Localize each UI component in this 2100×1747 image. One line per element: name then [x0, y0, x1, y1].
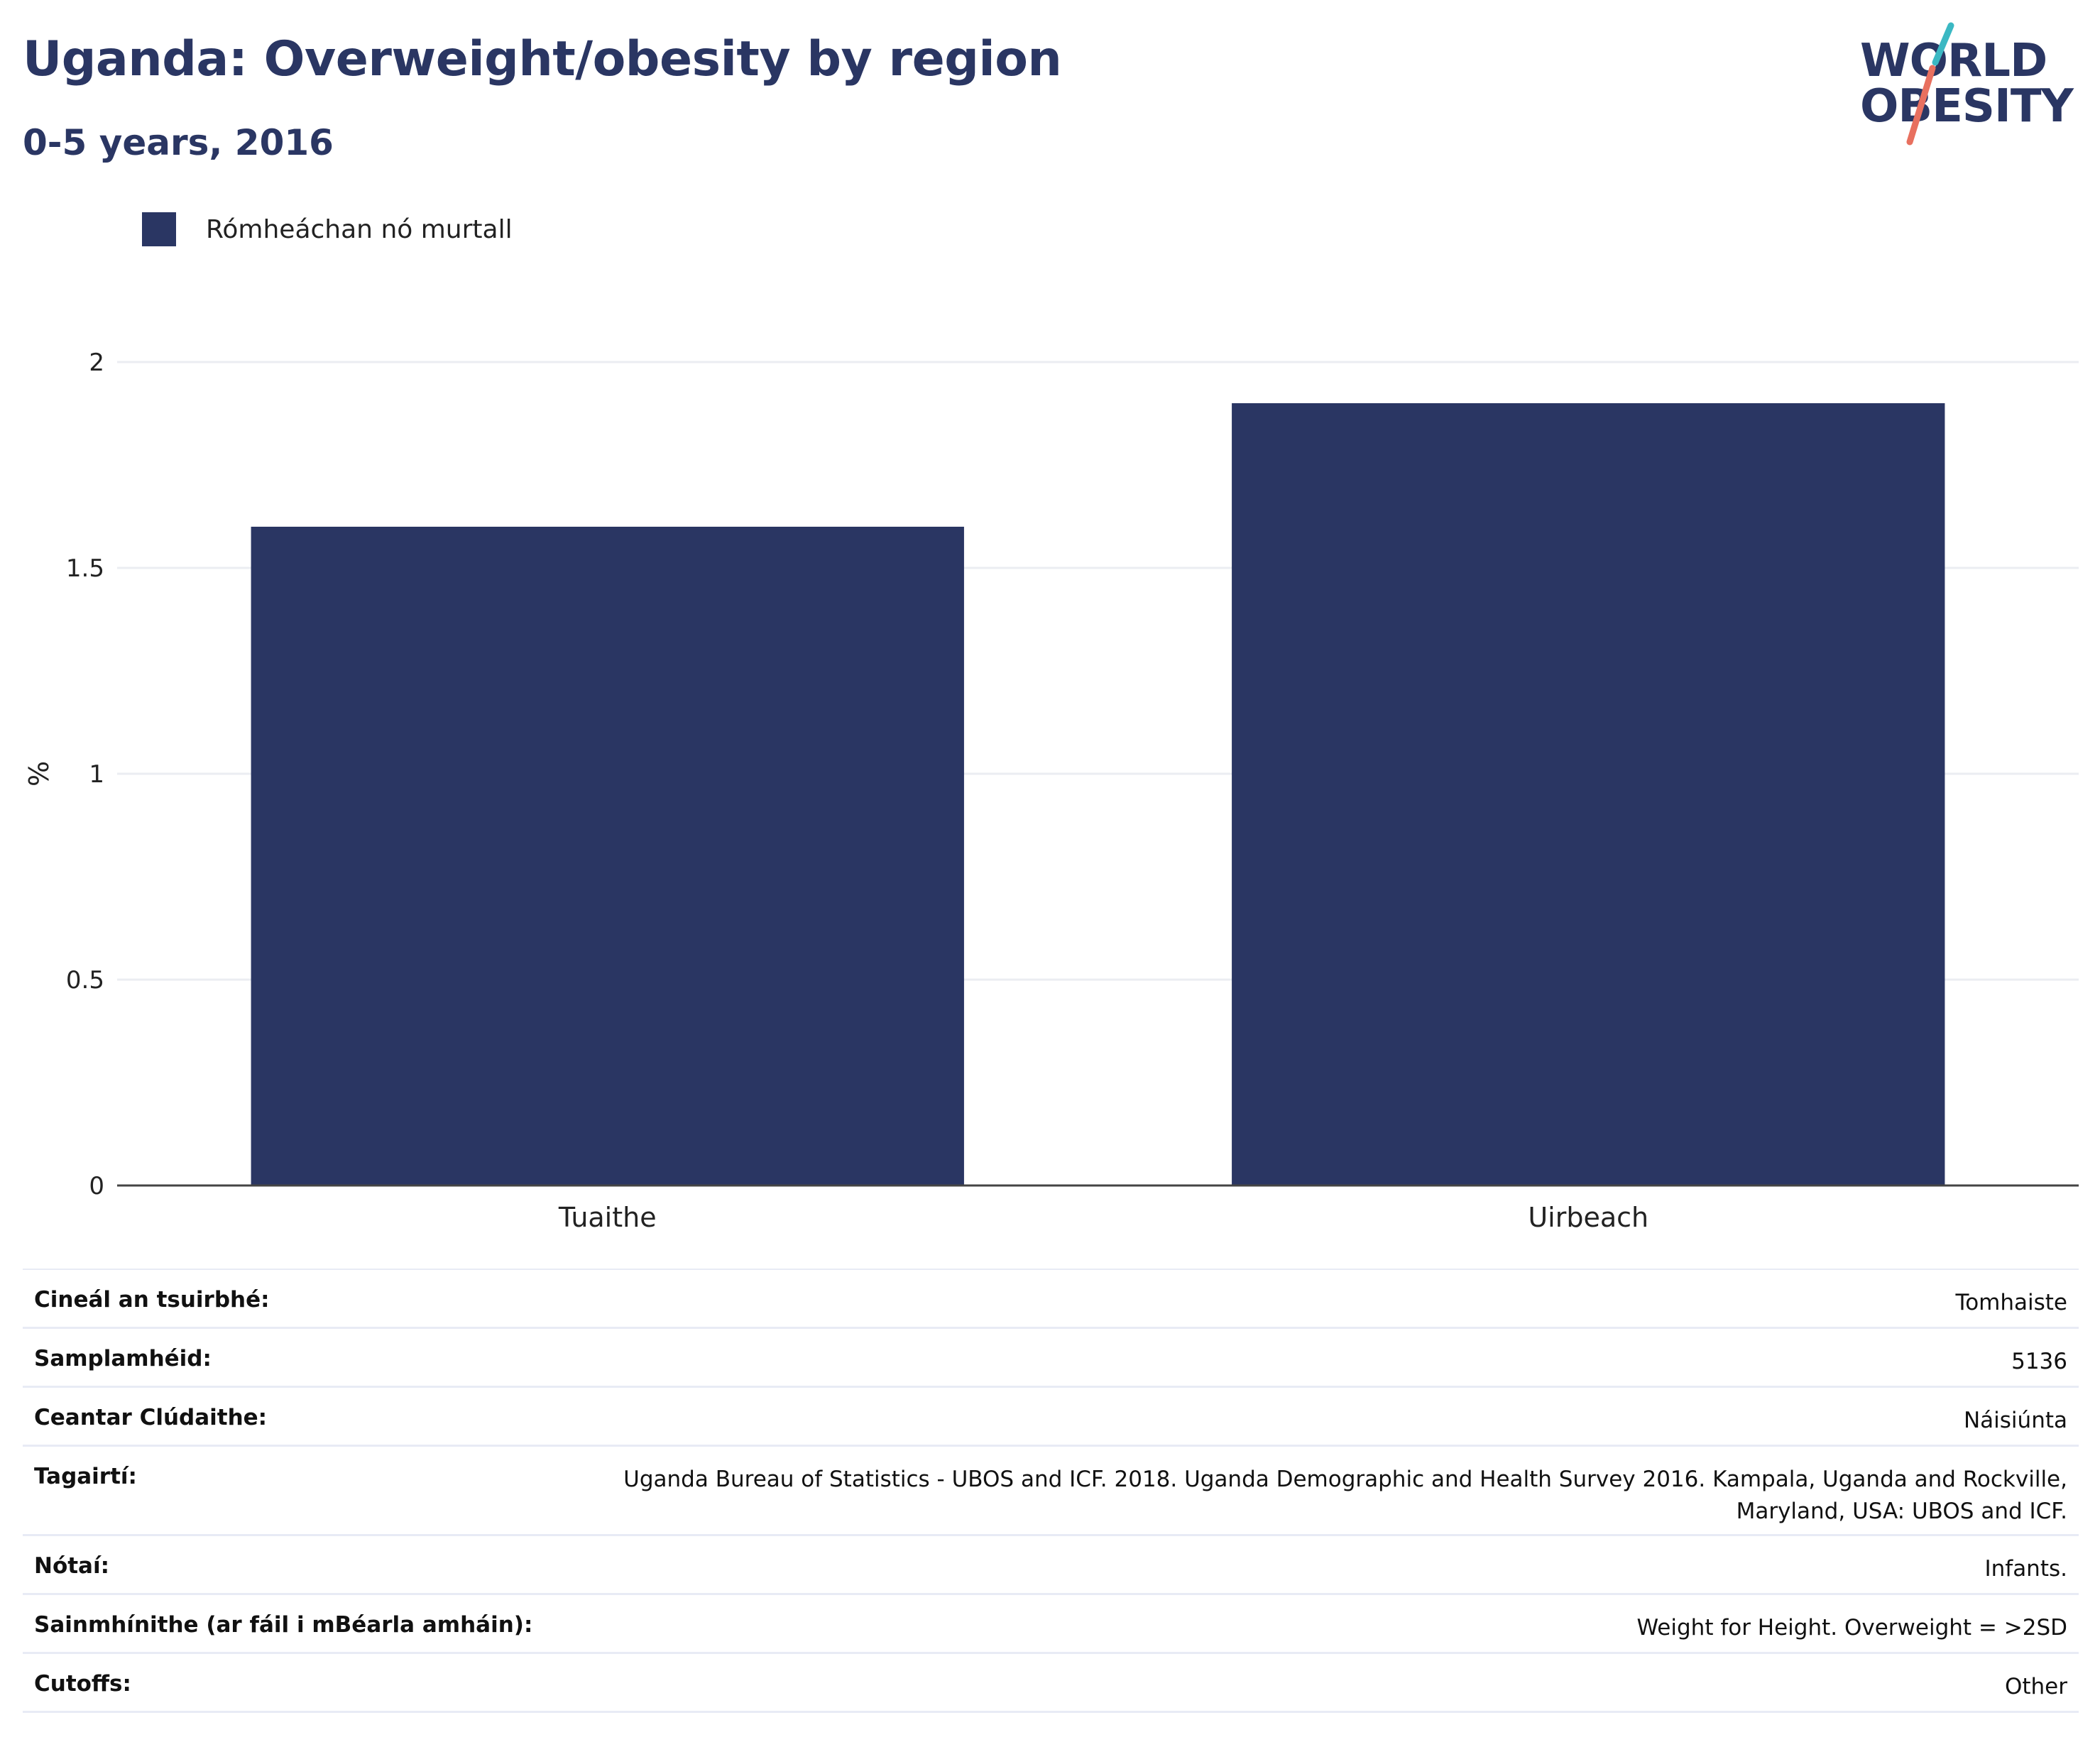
- info-value: Weight for Height. Overweight = >2SD: [1636, 1615, 2067, 1641]
- bar-chart: 0 0.5 1 1.5 2 Tuaithe Uirbeach%: [23, 349, 2079, 1228]
- info-value: Tomhaiste: [1955, 1290, 2067, 1315]
- info-row: Cutoffs: Other: [23, 1654, 2079, 1713]
- legend-label: Rómheáchan nó murtall: [206, 214, 513, 244]
- info-key: Cutoffs:: [34, 1671, 131, 1697]
- info-value: Náisiúnta: [1963, 1408, 2067, 1433]
- info-key: Nótaí:: [34, 1553, 110, 1579]
- info-key: Cineál an tsuirbhé:: [34, 1287, 270, 1313]
- y-tick-label: 2: [89, 349, 104, 377]
- x-tick-label: Uirbeach: [1528, 1202, 1648, 1228]
- x-tick-label: Tuaithe: [558, 1202, 657, 1228]
- logo-word-obesity: OBESITY: [1860, 80, 2074, 133]
- legend-swatch: [142, 212, 176, 246]
- info-key: Sainmhínithe (ar fáil i mBéarla amháin):: [34, 1612, 533, 1638]
- info-row: Tagairtí: Uganda Bureau of Statistics - U…: [23, 1447, 2079, 1536]
- y-tick-label: 0: [89, 1172, 104, 1200]
- y-tick-label: 0.5: [66, 966, 104, 995]
- info-value: 5136: [2011, 1349, 2067, 1374]
- info-row: Sainmhínithe (ar fáil i mBéarla amháin):…: [23, 1595, 2079, 1654]
- logo-slash-icon: [1906, 22, 1954, 146]
- chart-title: Uganda: Overweight/obesity by region: [23, 31, 1062, 87]
- y-axis-label: %: [23, 761, 55, 787]
- info-row: Ceantar Clúdaithe: Náisiúnta: [23, 1388, 2079, 1447]
- info-row: Cineál an tsuirbhé: Tomhaiste: [23, 1270, 2079, 1329]
- info-key: Samplamhéid:: [34, 1346, 212, 1371]
- survey-info-table: Cineál an tsuirbhé: Tomhaiste Samplamhéid:…: [23, 1269, 2079, 1713]
- bar-tuaithe: [251, 527, 964, 1185]
- info-key: Tagairtí:: [34, 1464, 137, 1489]
- chart-subtitle: 0-5 years, 2016: [23, 122, 334, 163]
- chart-legend: Rómheáchan nó murtall: [142, 212, 513, 247]
- y-tick-label: 1.5: [66, 554, 104, 583]
- bar-uirbeach: [1232, 403, 1945, 1185]
- info-row: Nótaí: Infants.: [23, 1536, 2079, 1595]
- info-value: Infants.: [1984, 1556, 2067, 1582]
- world-obesity-logo: WORLD OBESITY: [1853, 21, 2087, 149]
- info-key: Ceantar Clúdaithe:: [34, 1405, 268, 1430]
- info-value: Uganda Bureau of Statistics - UBOS and I…: [623, 1467, 2067, 1524]
- y-tick-label: 1: [89, 760, 104, 789]
- info-row: Samplamhéid: 5136: [23, 1329, 2079, 1388]
- logo-word-world: WORLD: [1860, 35, 2047, 87]
- info-value: Other: [2004, 1674, 2067, 1699]
